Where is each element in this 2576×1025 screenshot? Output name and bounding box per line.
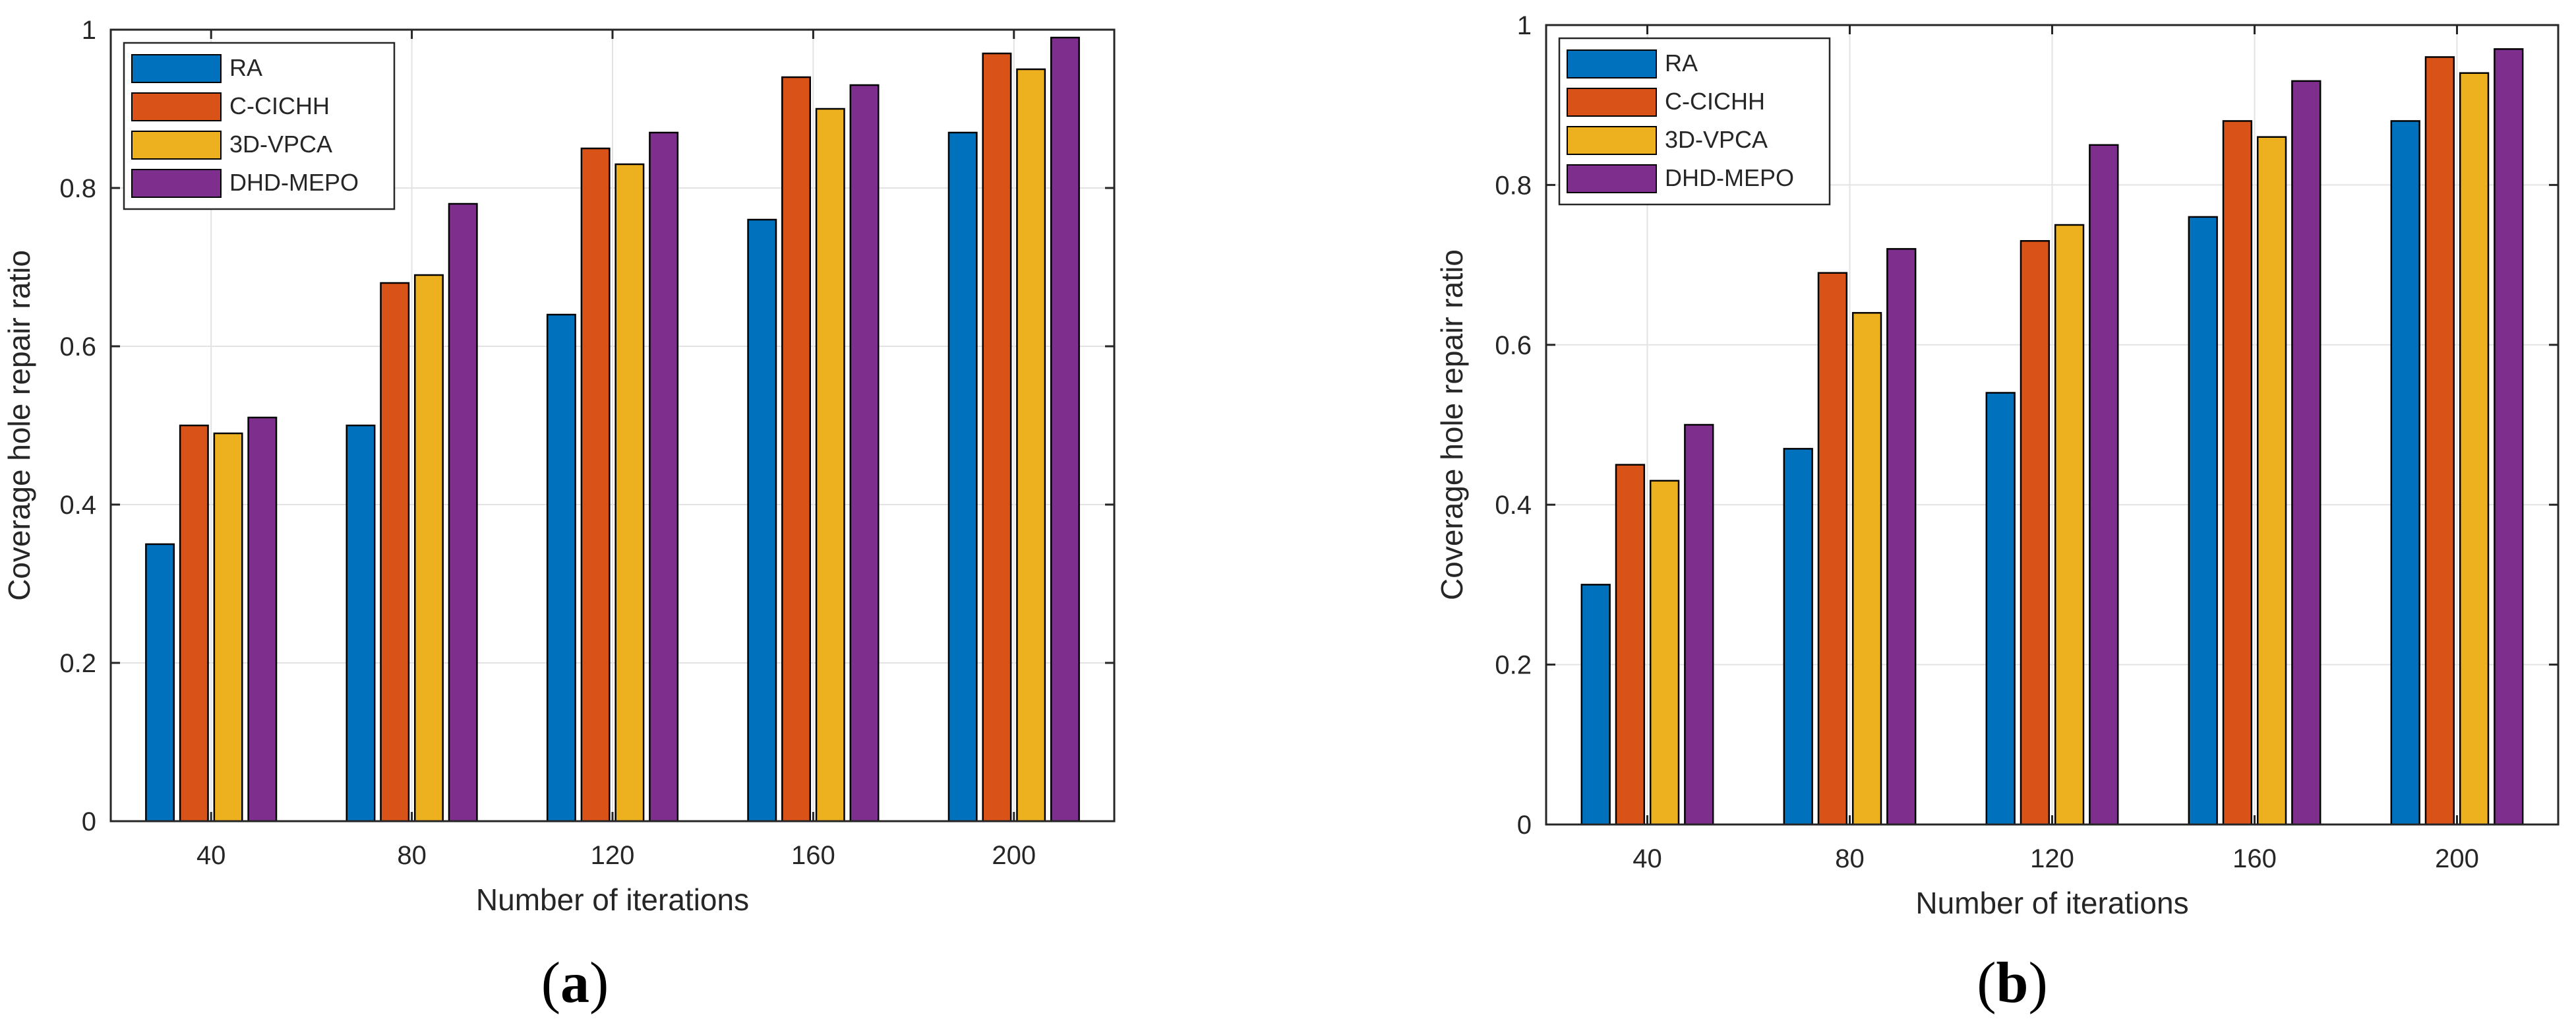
legend-b: RA C-CICHH 3D-VPCA DHD-MEPO [1558, 37, 1831, 206]
x-tick-label-b-2: 120 [2030, 844, 2074, 873]
x-tick-label-b-3: 160 [2232, 844, 2277, 873]
caption-b-open: ( [1977, 951, 1996, 1015]
caption-a-open: ( [541, 951, 560, 1015]
legend-label-b-0: RA [1665, 49, 1698, 77]
chart-b: 0 0.2 0.4 0.6 0.8 1 40 80 120 160 200 Number of ite… [1435, 11, 2560, 920]
y-tick-label-b-3: 0.6 [1495, 331, 1532, 360]
legend-swatch-b-0 [1567, 49, 1657, 78]
bar-a-3d-vpca-160 [815, 108, 845, 823]
x-tick-label-a-2: 120 [591, 841, 635, 870]
bar-b-dhd-mepo-40 [1684, 423, 1714, 826]
x-tick-label-a-1: 80 [397, 841, 427, 870]
x-tick-label-b-4: 200 [2435, 844, 2479, 873]
bar-a-ra-80 [345, 424, 376, 823]
y-tick-label-b-1: 0.2 [1495, 651, 1532, 680]
bar-a-dhd-mepo-160 [849, 84, 880, 823]
bar-b-dhd-mepo-200 [2494, 48, 2524, 826]
x-axis-label-b: Number of iterations [1915, 886, 2188, 920]
caption-b-letter: b [1996, 951, 2029, 1015]
bar-a-dhd-mepo-80 [448, 202, 478, 823]
bar-a-c-cichh-160 [781, 76, 811, 823]
legend-swatch-a-3 [131, 169, 222, 198]
bar-b-dhd-mepo-160 [2291, 80, 2321, 826]
bar-b-3d-vpca-40 [1649, 480, 1680, 826]
y-tick-label-a-1: 0.2 [59, 649, 96, 678]
legend-label-a-2: 3D-VPCA [229, 131, 332, 158]
bar-b-ra-80 [1783, 448, 1813, 826]
x-tick-label-a-4: 200 [992, 841, 1036, 870]
caption-b: (b) [1946, 950, 2078, 1016]
bar-a-3d-vpca-80 [414, 274, 444, 823]
bar-b-ra-160 [2188, 216, 2218, 826]
y-tick-label-a-2: 0.4 [59, 491, 96, 520]
chart-a: 0 0.2 0.4 0.6 0.8 1 40 80 120 160 200 Number of ite… [2, 16, 1116, 917]
y-tick-label-a-3: 0.6 [59, 332, 96, 361]
bar-b-dhd-mepo-120 [2089, 144, 2119, 826]
bar-a-ra-40 [145, 543, 175, 823]
legend-swatch-a-0 [131, 54, 222, 83]
caption-b-close: ) [2028, 951, 2048, 1015]
bar-b-dhd-mepo-80 [1886, 248, 1917, 826]
bar-a-c-cichh-200 [982, 52, 1012, 823]
y-tick-label-b-2: 0.4 [1495, 491, 1532, 520]
bar-a-ra-200 [947, 131, 978, 823]
x-tick-label-a-3: 160 [791, 841, 835, 870]
bar-a-3d-vpca-40 [213, 432, 243, 823]
caption-a-letter: a [560, 951, 589, 1015]
legend-swatch-a-1 [131, 92, 222, 121]
legend-swatch-a-2 [131, 131, 222, 160]
y-axis-label-b: Coverage hole repair ratio [1435, 249, 1469, 600]
bar-a-dhd-mepo-40 [247, 416, 278, 823]
legend-label-a-1: C-CICHH [229, 92, 330, 119]
y-tick-label-b-5: 1 [1517, 11, 1532, 40]
y-tick-label-a-5: 1 [82, 16, 96, 45]
caption-a-close: ) [589, 951, 609, 1015]
bar-b-c-cichh-80 [1817, 272, 1848, 826]
y-axis-label-a: Coverage hole repair ratio [2, 250, 36, 601]
bar-b-3d-vpca-160 [2256, 136, 2287, 826]
bar-b-ra-40 [1580, 584, 1611, 826]
legend-label-a-0: RA [229, 54, 262, 81]
bar-a-c-cichh-120 [580, 147, 611, 823]
bar-b-c-cichh-160 [2222, 120, 2253, 826]
caption-a: (a) [509, 950, 641, 1016]
y-tick-label-b-4: 0.8 [1495, 171, 1532, 200]
legend-a: RA C-CICHH 3D-VPCA DHD-MEPO [123, 42, 396, 210]
legend-swatch-b-1 [1567, 88, 1657, 117]
x-tick-label-a-0: 40 [196, 841, 226, 870]
legend-label-a-3: DHD-MEPO [229, 169, 359, 196]
legend-label-b-2: 3D-VPCA [1665, 126, 1768, 153]
y-tick-label-a-4: 0.8 [59, 174, 96, 203]
legend-label-b-3: DHD-MEPO [1665, 164, 1794, 191]
bar-b-3d-vpca-80 [1851, 312, 1882, 826]
bar-b-3d-vpca-120 [2054, 224, 2085, 826]
y-tick-label-b-0: 0 [1517, 811, 1532, 840]
bar-b-c-cichh-40 [1615, 464, 1646, 826]
bar-a-c-cichh-80 [380, 282, 410, 823]
x-axis-label-a: Number of iterations [476, 883, 749, 917]
bar-a-c-cichh-40 [179, 424, 209, 823]
legend-label-b-1: C-CICHH [1665, 88, 1765, 115]
bar-a-dhd-mepo-200 [1050, 36, 1080, 823]
bar-a-dhd-mepo-120 [649, 131, 679, 823]
x-tick-label-b-1: 80 [1835, 844, 1865, 873]
bar-b-c-cichh-120 [2020, 239, 2051, 826]
bar-a-3d-vpca-200 [1016, 68, 1046, 823]
bar-b-ra-200 [2390, 120, 2420, 826]
x-tick-label-b-0: 40 [1632, 844, 1662, 873]
legend-swatch-b-2 [1567, 126, 1657, 155]
bar-a-ra-160 [747, 218, 777, 823]
bar-b-ra-120 [1985, 392, 2016, 826]
bar-a-3d-vpca-120 [614, 163, 645, 823]
bar-a-ra-120 [546, 313, 576, 823]
bar-b-3d-vpca-200 [2459, 72, 2490, 826]
legend-swatch-b-3 [1567, 164, 1657, 193]
bar-b-c-cichh-200 [2424, 56, 2455, 826]
y-tick-label-a-0: 0 [82, 807, 96, 836]
